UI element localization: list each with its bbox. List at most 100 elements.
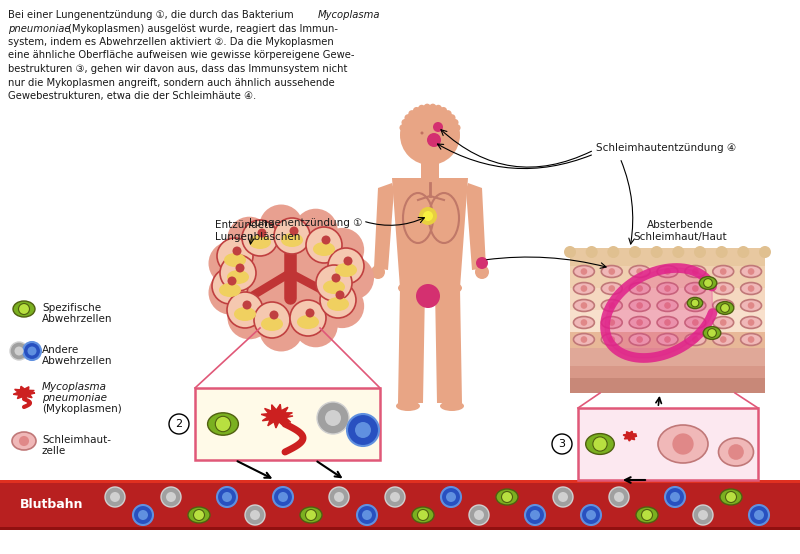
Circle shape — [474, 510, 484, 520]
Text: 3: 3 — [558, 439, 566, 449]
Ellipse shape — [297, 315, 319, 329]
Circle shape — [728, 444, 744, 460]
Circle shape — [754, 510, 764, 520]
Circle shape — [402, 119, 409, 126]
Ellipse shape — [720, 489, 742, 505]
Ellipse shape — [586, 434, 614, 454]
Circle shape — [629, 246, 641, 258]
Ellipse shape — [687, 297, 702, 309]
Ellipse shape — [657, 316, 678, 329]
Text: pneumoniae: pneumoniae — [8, 23, 70, 33]
Circle shape — [419, 207, 437, 225]
Text: nur die Mykoplasmen angreift, sondern auch ähnlich aussehende: nur die Mykoplasmen angreift, sondern au… — [8, 78, 334, 88]
Circle shape — [278, 492, 288, 502]
Circle shape — [636, 285, 643, 292]
Circle shape — [14, 346, 23, 356]
Circle shape — [726, 491, 737, 502]
Ellipse shape — [629, 334, 650, 346]
Polygon shape — [435, 288, 462, 403]
Ellipse shape — [234, 307, 256, 321]
Circle shape — [664, 285, 671, 292]
Ellipse shape — [713, 334, 734, 346]
Circle shape — [245, 505, 265, 525]
Circle shape — [720, 319, 726, 326]
Circle shape — [399, 124, 406, 131]
Text: Schleimhaut-: Schleimhaut- — [42, 435, 111, 445]
Circle shape — [227, 295, 271, 339]
Text: Mycoplasma: Mycoplasma — [318, 10, 381, 20]
Circle shape — [390, 492, 400, 502]
Circle shape — [209, 271, 253, 315]
Bar — [570, 348, 765, 366]
Text: eine ähnliche Oberfläche aufweisen wie gewisse körpereigene Gewe-: eine ähnliche Oberfläche aufweisen wie g… — [8, 50, 354, 60]
Text: Absterbende
Schleimhaut/Haut: Absterbende Schleimhaut/Haut — [633, 220, 727, 242]
Text: Abwehrzellen: Abwehrzellen — [42, 314, 113, 324]
Circle shape — [716, 246, 728, 258]
Circle shape — [693, 505, 713, 525]
Ellipse shape — [227, 270, 249, 284]
Text: (Mykoplasmen): (Mykoplasmen) — [42, 404, 122, 414]
Bar — [570, 350, 765, 370]
Circle shape — [469, 505, 489, 525]
Circle shape — [270, 310, 278, 320]
Ellipse shape — [629, 283, 650, 294]
Ellipse shape — [335, 263, 357, 277]
Circle shape — [451, 119, 458, 126]
Text: (Mykoplasmen) ausgelöst wurde, reagiert das Immun-: (Mykoplasmen) ausgelöst wurde, reagiert … — [68, 23, 338, 33]
Circle shape — [306, 227, 342, 263]
Circle shape — [720, 285, 726, 292]
Circle shape — [692, 336, 698, 343]
Bar — [570, 248, 765, 393]
Circle shape — [322, 235, 330, 244]
Ellipse shape — [741, 334, 762, 346]
Circle shape — [552, 434, 572, 454]
Circle shape — [18, 304, 30, 315]
Circle shape — [435, 105, 442, 112]
Ellipse shape — [713, 265, 734, 278]
Ellipse shape — [657, 300, 678, 311]
Circle shape — [636, 268, 643, 275]
Circle shape — [212, 268, 248, 304]
Circle shape — [343, 257, 353, 265]
Text: system, indem es Abwehrzellen aktiviert ②. Da die Mykoplasmen: system, indem es Abwehrzellen aktiviert … — [8, 37, 334, 47]
Circle shape — [692, 302, 698, 309]
Bar — [570, 248, 765, 266]
Ellipse shape — [602, 334, 622, 346]
Circle shape — [609, 302, 615, 309]
Circle shape — [708, 329, 717, 337]
Text: Entzündete
Lungenbläschen: Entzündete Lungenbläschen — [215, 220, 300, 242]
Ellipse shape — [636, 507, 658, 523]
Circle shape — [749, 505, 769, 525]
Ellipse shape — [327, 297, 349, 311]
Circle shape — [413, 107, 420, 114]
Circle shape — [166, 492, 176, 502]
Circle shape — [609, 268, 615, 275]
Bar — [421, 163, 439, 178]
Circle shape — [320, 228, 364, 272]
Ellipse shape — [574, 300, 594, 311]
Circle shape — [320, 282, 356, 318]
Circle shape — [215, 416, 230, 432]
Bar — [570, 266, 765, 288]
Circle shape — [553, 487, 573, 507]
Ellipse shape — [412, 507, 434, 523]
Ellipse shape — [602, 316, 622, 329]
Circle shape — [748, 302, 754, 309]
Circle shape — [347, 414, 379, 446]
Polygon shape — [13, 386, 35, 400]
Circle shape — [698, 510, 708, 520]
Circle shape — [636, 302, 643, 309]
Circle shape — [441, 487, 461, 507]
Circle shape — [694, 246, 706, 258]
Circle shape — [423, 211, 433, 221]
Text: Spezifische: Spezifische — [42, 303, 101, 313]
Circle shape — [242, 220, 278, 256]
Bar — [195, 388, 380, 460]
Ellipse shape — [323, 280, 345, 294]
Ellipse shape — [713, 283, 734, 294]
Bar — [0, 480, 800, 483]
Circle shape — [692, 268, 698, 275]
Ellipse shape — [602, 265, 622, 278]
Ellipse shape — [440, 401, 464, 411]
Bar — [578, 408, 758, 480]
